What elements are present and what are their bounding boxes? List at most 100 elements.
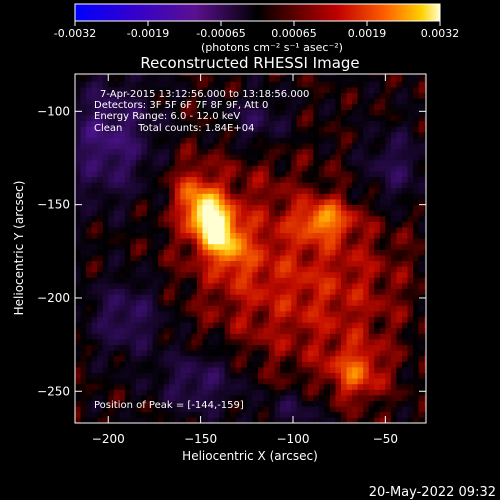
heatmap-cell	[230, 417, 237, 423]
heatmap-cell	[257, 131, 264, 138]
heatmap-cell	[213, 255, 220, 262]
heatmap-cell	[75, 126, 81, 133]
heatmap-cell	[401, 400, 408, 407]
heatmap-cell	[335, 232, 342, 239]
heatmap-cell	[185, 98, 192, 105]
heatmap-cell	[318, 383, 325, 390]
heatmap-cell	[91, 266, 98, 273]
heatmap-cell	[313, 260, 320, 267]
heatmap-cell	[208, 400, 214, 407]
heatmap-cell	[86, 305, 93, 312]
heatmap-cell	[97, 182, 104, 189]
heatmap-cell	[363, 74, 370, 77]
heatmap-cell	[130, 400, 137, 407]
heatmap-cell	[329, 361, 336, 368]
heatmap-cell	[407, 159, 414, 166]
heatmap-cell	[352, 255, 359, 262]
heatmap-cell	[357, 87, 364, 94]
heatmap-cell	[280, 400, 286, 407]
heatmap-cell	[313, 137, 320, 144]
heatmap-cell	[75, 165, 81, 172]
heatmap-cell	[324, 367, 331, 374]
heatmap-cell	[363, 344, 370, 351]
heatmap-cell	[396, 238, 403, 245]
heatmap-cell	[208, 288, 214, 295]
heatmap-cell	[152, 131, 159, 138]
heatmap-cell	[252, 322, 259, 329]
heatmap-cell	[418, 305, 425, 312]
heatmap-cell	[174, 266, 181, 273]
heatmap-cell	[352, 199, 359, 206]
heatmap-cell	[219, 271, 226, 278]
heatmap-cell	[257, 249, 264, 256]
heatmap-cell	[163, 232, 170, 239]
heatmap-cell	[113, 74, 120, 77]
heatmap-cell	[335, 339, 342, 346]
heatmap-cell	[280, 215, 286, 222]
heatmap-cell	[407, 92, 414, 99]
heatmap-cell	[341, 395, 347, 402]
heatmap-cell	[141, 187, 148, 194]
heatmap-cell	[169, 232, 176, 239]
heatmap-cell	[296, 193, 303, 200]
heatmap-cell	[424, 193, 426, 200]
heatmap-cell	[335, 126, 342, 133]
heatmap-cell	[158, 406, 165, 413]
heatmap-cell	[152, 210, 159, 217]
heatmap-cell	[102, 227, 109, 234]
heatmap-cell	[274, 98, 281, 105]
heatmap-cell	[213, 299, 220, 306]
heatmap-cell	[80, 148, 87, 155]
heatmap-cell	[318, 120, 325, 127]
heatmap-cell	[191, 283, 198, 290]
heatmap-cell	[196, 367, 203, 374]
heatmap-cell	[424, 367, 426, 374]
heatmap-cell	[91, 411, 98, 418]
heatmap-cell	[413, 372, 420, 379]
heatmap-cell	[401, 193, 408, 200]
heatmap-cell	[102, 255, 109, 262]
heatmap-cell	[174, 210, 181, 217]
heatmap-cell	[341, 210, 347, 217]
heatmap-cell	[268, 120, 275, 127]
heatmap-cell	[235, 92, 242, 99]
heatmap-cell	[208, 215, 214, 222]
heatmap-cell	[302, 103, 309, 110]
heatmap-cell	[318, 406, 325, 413]
heatmap-cell	[368, 148, 375, 155]
heatmap-cell	[86, 327, 93, 334]
heatmap-cell	[185, 333, 192, 340]
heatmap-cell	[346, 75, 353, 82]
heatmap-cell	[141, 322, 148, 329]
heatmap-cell	[86, 165, 93, 172]
heatmap-cell	[352, 98, 359, 105]
heatmap-cell	[352, 367, 359, 374]
heatmap-cell	[202, 137, 209, 144]
heatmap-cell	[130, 316, 137, 323]
heatmap-cell	[401, 143, 408, 150]
heatmap-cell	[313, 372, 320, 379]
heatmap-cell	[191, 389, 198, 396]
heatmap-cell	[285, 148, 292, 155]
heatmap-cell	[180, 232, 187, 239]
heatmap-cell	[246, 74, 253, 77]
heatmap-cell	[346, 327, 353, 334]
heatmap-cell	[324, 103, 331, 110]
heatmap-cell	[291, 311, 298, 318]
heatmap-cell	[307, 350, 314, 357]
heatmap-cell	[174, 294, 181, 301]
heatmap-cell	[407, 350, 414, 357]
heatmap-cell	[318, 227, 325, 234]
heatmap-cell	[341, 187, 347, 194]
heatmap-cell	[224, 243, 231, 250]
heatmap-cell	[163, 165, 170, 172]
heatmap-cell	[141, 271, 148, 278]
heatmap-cell	[363, 120, 370, 127]
heatmap-cell	[135, 305, 142, 312]
heatmap-cell	[363, 350, 370, 357]
heatmap-cell	[208, 137, 214, 144]
heatmap-cell	[374, 210, 381, 217]
heatmap-cell	[424, 232, 426, 239]
heatmap-cell	[208, 75, 214, 82]
heatmap-cell	[407, 171, 414, 178]
